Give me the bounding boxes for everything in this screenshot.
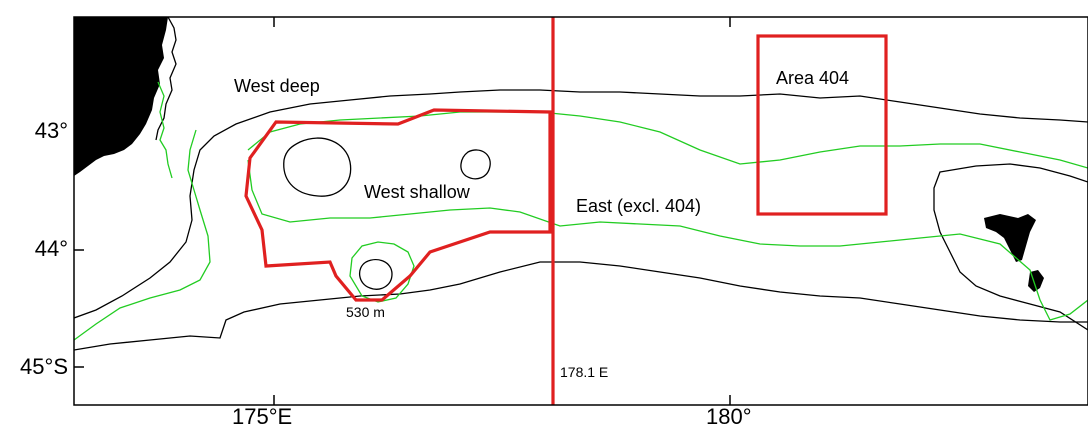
contour-south-black (74, 261, 1088, 351)
contour-east-island (933, 163, 1088, 331)
contour-hole-2 (460, 149, 491, 180)
label-530m: 530 m (346, 304, 385, 320)
label-west-shallow: West shallow (364, 182, 470, 202)
contour-green-main (247, 159, 1088, 321)
area-404-box (756, 34, 888, 216)
lon-tick-180: 180° (706, 404, 752, 429)
label-178-1e: 178.1 E (560, 364, 609, 380)
axis-ticks (74, 17, 731, 405)
contour-hole-1 (283, 137, 352, 197)
island-chatham (984, 214, 1036, 262)
contour-green-west (247, 111, 1088, 169)
label-area-404: Area 404 (776, 68, 850, 88)
label-west-deep: West deep (234, 76, 320, 96)
lon-tick-175e: 175°E (232, 404, 293, 429)
contour-hole-3 (359, 259, 393, 290)
label-east: East (excl. 404) (576, 196, 702, 216)
plot-frame (73, 16, 1088, 406)
lat-tick-43: 43° (34, 118, 68, 143)
contour-outer-black (74, 89, 1088, 319)
contour-green-north (74, 129, 211, 341)
contour-green-coast (157, 81, 173, 179)
stratum-west-shallow-boundary (244, 108, 552, 302)
land-mass (74, 17, 168, 176)
lat-tick-44: 44° (34, 236, 68, 261)
lat-tick-45s: 45°S (20, 354, 68, 379)
